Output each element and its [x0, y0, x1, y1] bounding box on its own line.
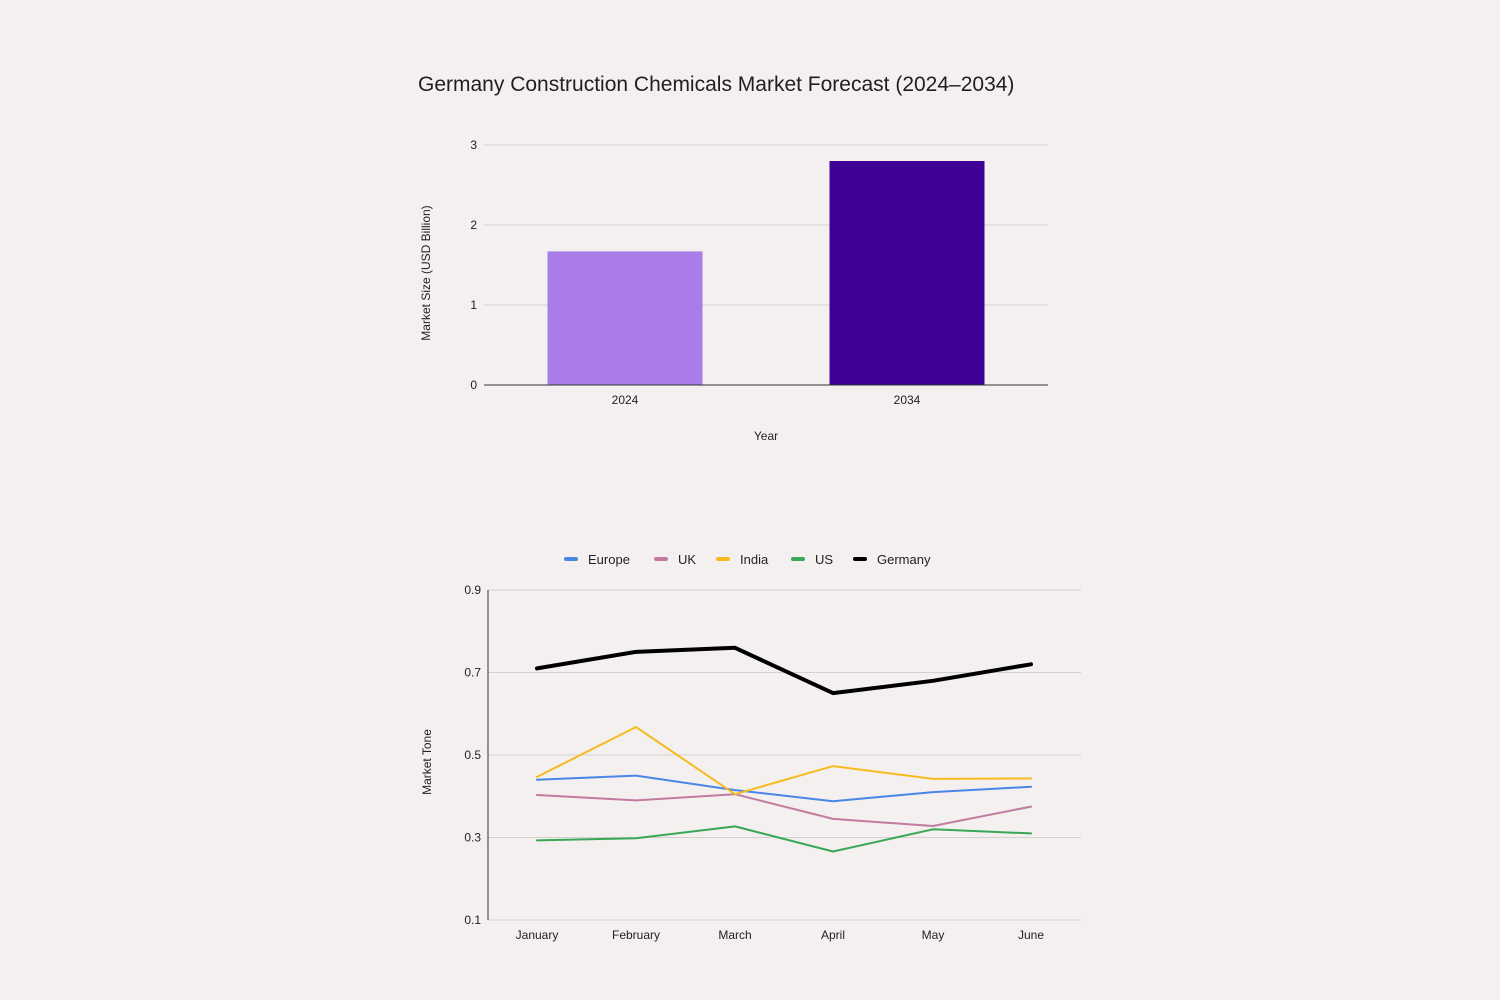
line-x-tick-label: March	[718, 928, 751, 942]
bar-2024	[547, 251, 703, 385]
legend-label-india: India	[740, 552, 769, 567]
line-y-tick-label: 0.3	[464, 831, 481, 845]
bar-chart: 0 1 2 3 2024 2034 Year Market Size (USD Billion…	[419, 138, 1048, 443]
line-series-europe	[536, 774, 1032, 803]
legend-label-us: US	[815, 552, 833, 567]
bar-y-axis-label: Market Size (USD Billion)	[419, 205, 433, 340]
legend-swatch-germany	[853, 557, 867, 561]
line-series-germany	[535, 645, 1033, 696]
bar-2034	[829, 161, 985, 385]
line-x-tick-label: April	[821, 928, 845, 942]
legend-label-uk: UK	[678, 552, 696, 567]
line-y-tick-label: 0.5	[464, 748, 481, 762]
bar-x-tick-label: 2034	[894, 393, 921, 407]
line-chart: 0.1 0.3 0.5 0.7 0.9 January February March April…	[420, 552, 1081, 942]
line-series-uk	[536, 793, 1032, 827]
line-x-tick-label: February	[612, 928, 660, 942]
legend-swatch-europe	[564, 557, 578, 561]
bar-y-tick-label: 1	[470, 298, 477, 312]
line-y-axis-label: Market Tone	[420, 729, 434, 795]
bar-x-axis-label: Year	[754, 429, 778, 443]
line-series-india	[536, 726, 1032, 796]
line-y-tick-label: 0.9	[464, 583, 481, 597]
legend-swatch-us	[791, 557, 805, 561]
line-series-us	[536, 825, 1032, 853]
line-x-tick-label: May	[922, 928, 945, 942]
line-x-tick-label: June	[1018, 928, 1044, 942]
bar-x-tick-label: 2024	[612, 393, 639, 407]
legend-label-germany: Germany	[877, 552, 931, 567]
legend-swatch-uk	[654, 557, 668, 561]
bar-y-tick-label: 2	[470, 218, 477, 232]
bar-y-tick-label: 0	[470, 378, 477, 392]
line-y-tick-label: 0.1	[464, 913, 481, 927]
line-y-tick-label: 0.7	[464, 666, 481, 680]
bar-chart-title: Germany Construction Chemicals Market Fo…	[418, 73, 1015, 96]
bar-y-tick-label: 3	[470, 138, 477, 152]
legend-label-europe: Europe	[588, 552, 630, 567]
line-x-tick-label: January	[516, 928, 559, 942]
legend-swatch-india	[716, 557, 730, 561]
